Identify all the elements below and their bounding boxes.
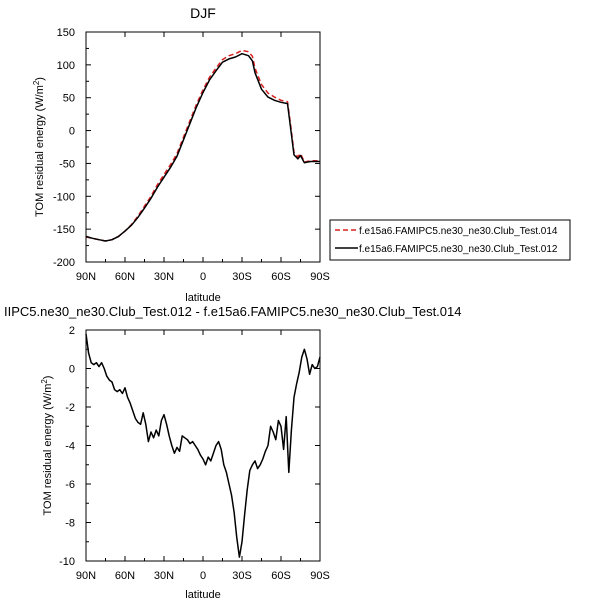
x-tick-label: 30S xyxy=(232,271,252,283)
x-tick-label: 90N xyxy=(76,570,96,582)
y-tick-label: -4 xyxy=(65,441,75,453)
legend-box xyxy=(329,219,571,261)
series-line-0 xyxy=(85,49,320,242)
y-tick-label: 50 xyxy=(63,93,75,105)
plot-frame xyxy=(85,31,321,263)
x-tick-label: 60N xyxy=(115,271,135,283)
x-tick-label: 60S xyxy=(271,271,291,283)
y-tick-label: -2 xyxy=(65,402,75,414)
y-tick-label: 2 xyxy=(69,325,75,337)
x-tick-label: 0 xyxy=(200,570,206,582)
y-tick-label: -8 xyxy=(65,518,75,530)
y-tick-label: -6 xyxy=(65,479,75,491)
x-tick-label: 30N xyxy=(154,570,174,582)
x-tick-label: 0 xyxy=(200,271,206,283)
y-axis-label: TOM residual energy (W/m2) xyxy=(32,77,46,217)
legend-label: f.e15a6.FAMIPC5.ne30_ne30.Club_Test.014 xyxy=(359,226,558,237)
x-tick-label: 90S xyxy=(310,271,330,283)
y-tick-label: 0 xyxy=(69,364,75,376)
x-tick-label: 30N xyxy=(154,271,174,283)
y-tick-label: 150 xyxy=(57,27,75,39)
chart-title: IIPC5.ne30_ne30.Club_Test.012 - f.e15a6.… xyxy=(4,304,461,319)
x-axis-label: latitude xyxy=(185,589,220,601)
y-tick-label: -100 xyxy=(53,191,75,203)
series-line-1 xyxy=(85,52,320,242)
y-tick-label: 0 xyxy=(69,126,75,138)
y-tick-label: -150 xyxy=(53,224,75,236)
legend: f.e15a6.FAMIPC5.ne30_ne30.Club_Test.014f… xyxy=(329,219,571,261)
bottom-panel: IIPC5.ne30_ne30.Club_Test.012 - f.e15a6.… xyxy=(4,304,461,601)
y-tick-label: -10 xyxy=(59,556,75,568)
x-tick-label: 90N xyxy=(76,271,96,283)
x-tick-label: 60N xyxy=(115,570,135,582)
y-axis-label: TOM residual energy (W/m2) xyxy=(40,376,54,516)
y-tick-label: -50 xyxy=(59,158,75,170)
x-tick-label: 90S xyxy=(310,570,330,582)
chart-title: DJF xyxy=(190,5,216,21)
top-panel: DJF -200 -150 -100 -50 0 50 100 150 90N 60N 30N 0 30S… xyxy=(32,5,330,304)
y-tick-label: -200 xyxy=(53,257,75,269)
legend-label: f.e15a6.FAMIPC5.ne30_ne30.Club_Test.012 xyxy=(359,244,558,255)
series-line-0 xyxy=(85,333,321,558)
y-tick-label: 100 xyxy=(57,60,75,72)
plot-frame xyxy=(85,329,321,562)
x-tick-label: 60S xyxy=(271,570,291,582)
x-axis-label: latitude xyxy=(185,292,220,304)
x-tick-label: 30S xyxy=(232,570,252,582)
